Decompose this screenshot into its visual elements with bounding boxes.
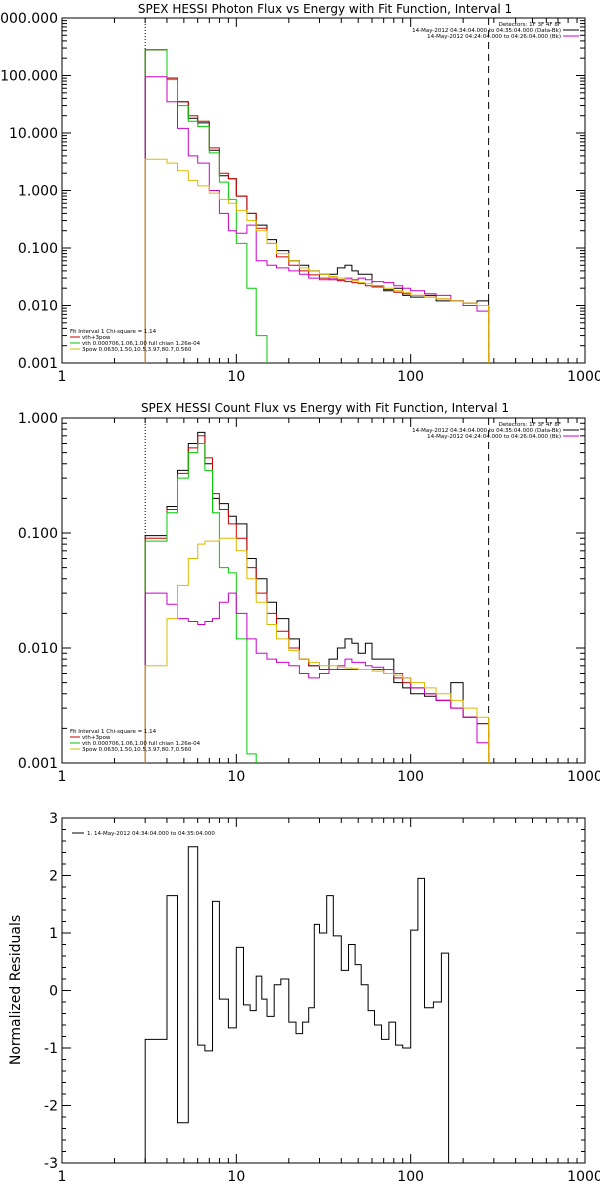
data-series-line bbox=[144, 49, 490, 363]
y-tick-label: 0.001 bbox=[18, 756, 58, 772]
data-series-line bbox=[144, 76, 490, 363]
fit-legend-text: vth+3pow bbox=[82, 335, 111, 341]
legend-text: 14-May-2012 04:34:04.000 to 04:35:04.000… bbox=[412, 428, 561, 434]
x-tick-label: 1 bbox=[58, 1169, 67, 1185]
x-tick-label: 10 bbox=[227, 1169, 245, 1185]
legend-text: Detectors: 1F 3F 4F 8F bbox=[499, 422, 561, 428]
fit-legend-text: vth 0.000706,1.06,1.00 full chian 1.26e-… bbox=[82, 741, 201, 747]
fit-legend-text: vth+3pow bbox=[82, 735, 111, 741]
data-series-line bbox=[144, 537, 490, 763]
photon-flux-content: 1 10 100 1000 0.001 0.010 0.100 1.000 10.000 100.… bbox=[0, 11, 600, 385]
photon-flux-title: SPEX HESSI Photon Flux vs Energy with Fi… bbox=[138, 2, 512, 16]
y-tick-label: 100.000 bbox=[0, 69, 58, 85]
x-tick-label: 1 bbox=[58, 369, 67, 385]
y-tick-label: -2 bbox=[44, 1099, 58, 1115]
legend-text: Detectors: 1F 3F 4F 8F bbox=[499, 22, 561, 28]
y-tick-label: 0.010 bbox=[18, 641, 58, 657]
y-tick-label: 1.000 bbox=[18, 411, 58, 427]
y-tick-label: 1 bbox=[49, 926, 58, 942]
legend-text: 14-May-2012 04:34:04.000 to 04:35:04.000… bbox=[412, 28, 561, 34]
data-series-line bbox=[144, 431, 490, 763]
count-flux-content: 1 10 100 1000 0.001 0.010 0.100 1.000 Detectors:… bbox=[18, 411, 600, 785]
legend-text: 1. 14-May-2012 04:34:04.000 to 04:35:04.… bbox=[87, 831, 215, 837]
y-tick-label: 0.001 bbox=[18, 356, 58, 372]
fit-legend-text: 3pow 0.0630,1.50,10.5,3.97,80.7,0.560 bbox=[82, 747, 192, 753]
y-tick-label: 0.100 bbox=[18, 526, 58, 542]
y-tick-label: 2 bbox=[49, 869, 58, 885]
y-tick-label: 0.100 bbox=[18, 241, 58, 257]
count-flux-panel: SPEX HESSI Count Flux vs Energy with Fit… bbox=[18, 401, 600, 785]
x-tick-label: 10 bbox=[227, 369, 245, 385]
residuals-plot-frame bbox=[61, 817, 586, 1164]
photon-flux-panel: SPEX HESSI Photon Flux vs Energy with Fi… bbox=[0, 2, 600, 385]
residuals-panel: Normalized Residuals 1 10 100 1000 -3 -2 -1 0 1 2… bbox=[8, 811, 600, 1185]
count-flux-title: SPEX HESSI Count Flux vs Energy with Fit… bbox=[141, 401, 509, 415]
y-tick-label: -3 bbox=[44, 1156, 58, 1172]
residuals-y-axis-label: Normalized Residuals bbox=[8, 915, 24, 1065]
x-tick-label: 1000 bbox=[567, 769, 600, 785]
photon-flux-plot-frame bbox=[61, 17, 586, 364]
y-tick-label: 3 bbox=[49, 811, 58, 827]
data-series-line bbox=[144, 49, 268, 363]
x-tick-label: 1000 bbox=[567, 369, 600, 385]
data-series-line bbox=[144, 846, 450, 1163]
fit-legend-text: 3pow 0.0630,1.50,10.5,3.97,80.7,0.560 bbox=[82, 347, 192, 353]
data-series-line bbox=[144, 158, 490, 363]
count-flux-plot-frame bbox=[61, 417, 586, 764]
data-series-line bbox=[144, 592, 490, 763]
legend-text: 14-May-2012 04:24:04.000 to 04:26:04.000… bbox=[427, 434, 561, 440]
data-series-line bbox=[144, 443, 257, 763]
residuals-content: 1 10 100 1000 -3 -2 -1 0 1 2 3 1. 14-May-2012 04:34… bbox=[44, 811, 600, 1185]
x-tick-label: 1000 bbox=[567, 1169, 600, 1185]
x-tick-label: 1 bbox=[58, 769, 67, 785]
legend-text: 14-May-2012 04:24:04.000 to 04:26:04.000… bbox=[427, 34, 561, 40]
y-tick-label: 1.000 bbox=[18, 184, 58, 200]
data-series-line bbox=[144, 435, 490, 763]
x-tick-label: 100 bbox=[397, 769, 424, 785]
x-tick-label: 100 bbox=[397, 369, 424, 385]
y-tick-label: -1 bbox=[44, 1041, 58, 1057]
x-tick-label: 10 bbox=[227, 769, 245, 785]
fit-legend-header: Fit Interval 1 Chi-square = 1.14 bbox=[70, 329, 157, 335]
y-tick-label: 0 bbox=[49, 984, 58, 1000]
y-tick-label: 0.010 bbox=[18, 299, 58, 315]
y-tick-label: 10.000 bbox=[9, 126, 58, 142]
fit-legend-text: vth 0.000706,1.06,1.00 full chian 1.26e-… bbox=[82, 341, 201, 347]
fit-legend-header: Fit Interval 1 Chi-square = 1.14 bbox=[70, 729, 157, 735]
x-tick-label: 100 bbox=[397, 1169, 424, 1185]
y-tick-label: 1000.000 bbox=[0, 11, 58, 27]
data-series-line bbox=[144, 49, 490, 363]
